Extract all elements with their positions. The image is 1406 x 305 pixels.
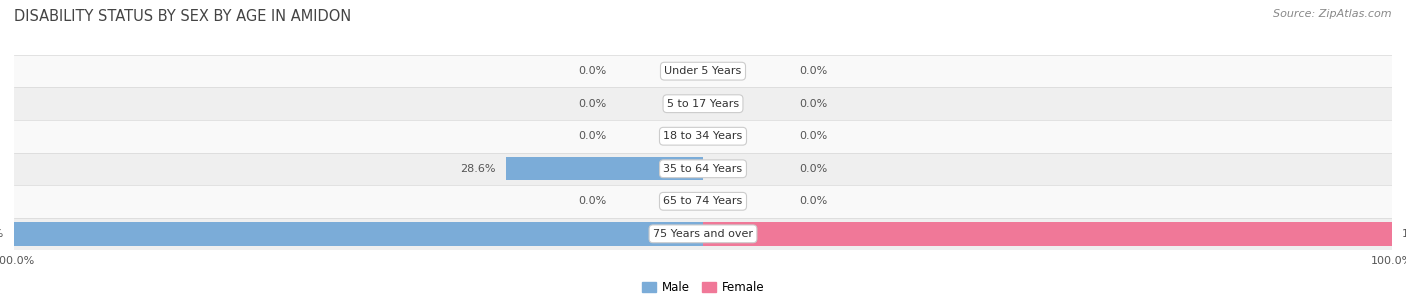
Text: 0.0%: 0.0% [578,66,606,76]
Bar [703,222,1392,246]
Text: 65 to 74 Years: 65 to 74 Years [664,196,742,206]
Text: 18 to 34 Years: 18 to 34 Years [664,131,742,141]
Text: 0.0%: 0.0% [800,196,828,206]
Text: 0.0%: 0.0% [800,66,828,76]
Bar [14,55,1392,88]
Text: 0.0%: 0.0% [800,164,828,174]
Text: Under 5 Years: Under 5 Years [665,66,741,76]
Bar [506,157,703,181]
Text: 28.6%: 28.6% [460,164,496,174]
Legend: Male, Female: Male, Female [637,276,769,299]
Text: DISABILITY STATUS BY SEX BY AGE IN AMIDON: DISABILITY STATUS BY SEX BY AGE IN AMIDO… [14,9,352,24]
Bar [14,222,703,246]
Text: 0.0%: 0.0% [578,131,606,141]
Bar [14,120,1392,152]
Bar [14,217,1392,250]
Text: 0.0%: 0.0% [578,99,606,109]
Text: 100.0%: 100.0% [0,229,4,239]
Bar [14,185,1392,217]
Bar [14,152,1392,185]
Text: 75 Years and over: 75 Years and over [652,229,754,239]
Text: 0.0%: 0.0% [578,196,606,206]
Text: 0.0%: 0.0% [800,131,828,141]
Text: 0.0%: 0.0% [800,99,828,109]
Text: 100.0%: 100.0% [1402,229,1406,239]
Text: Source: ZipAtlas.com: Source: ZipAtlas.com [1274,9,1392,19]
Text: 35 to 64 Years: 35 to 64 Years [664,164,742,174]
Bar [14,88,1392,120]
Text: 5 to 17 Years: 5 to 17 Years [666,99,740,109]
